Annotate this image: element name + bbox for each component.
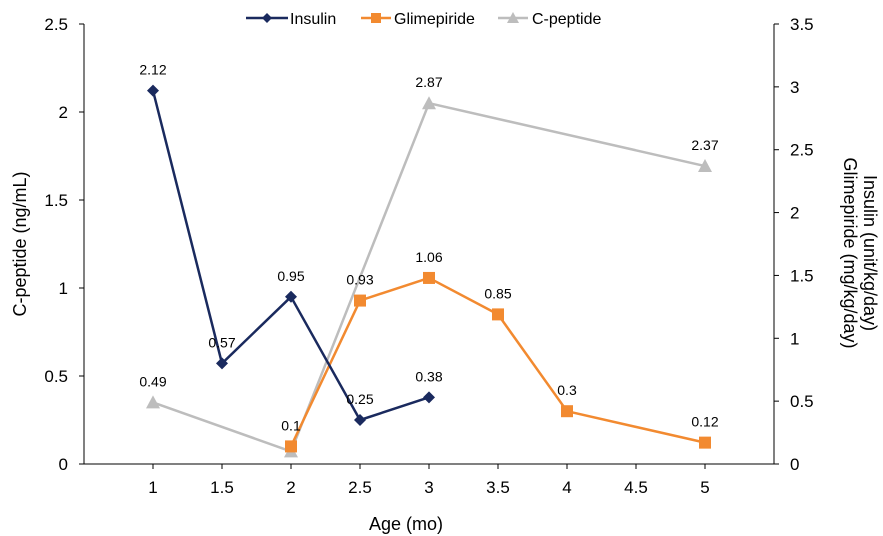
glimepiride-data-label: 0.12 — [691, 414, 718, 430]
insulin-point — [423, 391, 435, 404]
x-tick-label: 2 — [286, 478, 295, 497]
insulin-data-label: 0.57 — [208, 334, 235, 350]
legend-glimepiride-label: Glimepiride — [394, 11, 475, 28]
insulin-point — [354, 414, 366, 426]
right-y-tick-label: 2 — [790, 204, 799, 223]
x-tick-label: 5 — [700, 478, 709, 497]
c-peptide-data-label: 2.87 — [415, 74, 442, 90]
left-y-tick-label: 2 — [59, 103, 68, 122]
insulin-data-label: 0.25 — [346, 391, 373, 407]
x-tick-label: 1.5 — [210, 478, 234, 497]
left-y-tick-label: 1 — [59, 279, 68, 298]
glimepiride-data-label: 0.1 — [281, 417, 301, 433]
insulin-data-label: 2.12 — [139, 62, 166, 78]
legend-c-peptide-marker — [507, 12, 519, 23]
right-y-axis-title-2: Glimepiride (mg/kg/day) — [840, 157, 860, 348]
glimepiride-data-label: 0.93 — [346, 272, 373, 288]
left-y-ticks: 0 0.5 1 1.5 2 2.5 — [44, 15, 84, 474]
right-y-axis-title-1: Insulin (unit/kg/day) — [860, 175, 880, 331]
insulin-point — [147, 84, 159, 97]
insulin-series-line — [151, 90, 430, 422]
legend: Insulin Glimepiride C-peptide — [246, 11, 601, 28]
glimepiride-series-line — [289, 276, 706, 447]
right-y-tick-label: 2.5 — [790, 141, 814, 160]
left-y-tick-label: 0.5 — [44, 367, 68, 386]
c-peptide-data-label: 2.37 — [691, 137, 718, 153]
legend-item-insulin: Insulin — [246, 11, 336, 28]
right-y-tick-label: 0.5 — [790, 392, 814, 411]
x-tick-label: 1 — [148, 478, 157, 497]
left-y-tick-label: 1.5 — [44, 191, 68, 210]
x-tick-label: 2.5 — [348, 478, 372, 497]
insulin-data-label: 0.38 — [415, 368, 442, 384]
right-y-tick-label: 3.5 — [790, 15, 814, 34]
legend-c-peptide-label: C-peptide — [532, 11, 601, 28]
right-y-tick-label: 3 — [790, 78, 799, 97]
left-y-axis-title: C-peptide (ng/mL) — [10, 171, 30, 316]
legend-insulin-label: Insulin — [290, 11, 336, 28]
left-y-tick-label: 2.5 — [44, 15, 68, 34]
x-tick-label: 4.5 — [624, 478, 648, 497]
legend-item-c-peptide: C-peptide — [498, 11, 601, 28]
c-peptide-point — [422, 96, 436, 110]
x-tick-label: 4 — [562, 478, 571, 497]
c-peptide-data-label: 0.49 — [139, 373, 166, 389]
legend-item-glimepiride: Glimepiride — [361, 11, 475, 28]
x-ticks: 1 1.5 2 2.5 3 3.5 4 4.5 5 — [148, 464, 710, 497]
insulin-point — [285, 290, 297, 303]
glimepiride-point — [561, 405, 573, 418]
glimepiride-point — [699, 436, 711, 449]
x-axis-title: Age (mo) — [369, 514, 443, 534]
c-peptide-point — [146, 395, 160, 409]
series-layer — [146, 84, 712, 458]
insulin-data-label: 0.95 — [277, 268, 304, 284]
insulin-point — [216, 357, 228, 370]
glimepiride-data-label: 0.85 — [484, 285, 511, 301]
glimepiride-point — [354, 294, 366, 307]
glimepiride-data-label: 1.06 — [415, 249, 442, 265]
left-y-tick-label: 0 — [59, 455, 68, 474]
x-tick-label: 3.5 — [486, 478, 510, 497]
legend-insulin-marker — [262, 13, 272, 23]
legend-glimepiride-marker — [371, 13, 381, 23]
glimepiride-data-label: 0.3 — [557, 382, 577, 398]
right-y-tick-label: 0 — [790, 455, 799, 474]
right-y-ticks: 0 0.5 1 1.5 2 2.5 3 3.5 — [774, 15, 814, 474]
c-peptide-series-line — [152, 101, 706, 453]
glimepiride-point — [423, 271, 435, 284]
data-labels-layer: 0.49 2.87 2.37 0.1 0.93 1.06 0.85 0.3 0.12 2.12 0.… — [139, 62, 718, 434]
glimepiride-point — [492, 308, 504, 321]
right-y-tick-label: 1.5 — [790, 266, 814, 285]
glimepiride-point — [285, 440, 297, 453]
right-y-tick-label: 1 — [790, 329, 799, 348]
c-peptide-point — [698, 159, 712, 173]
x-tick-label: 3 — [424, 478, 433, 497]
